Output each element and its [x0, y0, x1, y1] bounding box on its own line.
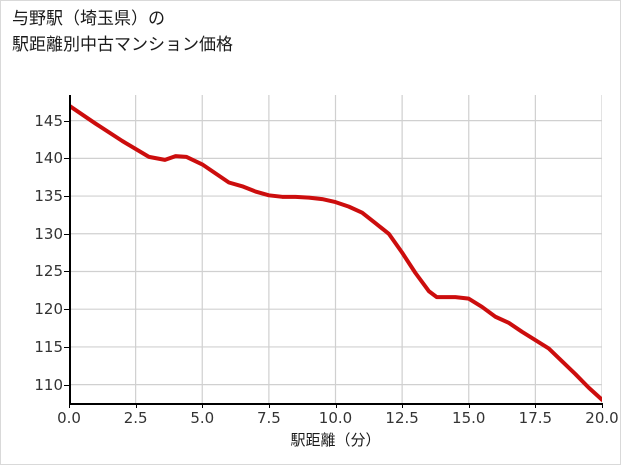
x-tick-mark: [335, 403, 337, 408]
y-tick-label: 145: [34, 111, 63, 130]
y-tick-label: 125: [34, 262, 63, 281]
y-tick-mark: [64, 271, 69, 273]
x-tick-mark: [202, 403, 204, 408]
y-tick-label: 135: [34, 187, 63, 206]
x-axis-tick-labels: 0.0 2.5 5.0 7.5 10.0 12.5 15.0 17.5 20.0: [57, 403, 619, 431]
plot-area: [69, 95, 602, 405]
x-tick-label: 17.5: [518, 409, 553, 427]
x-tick-mark: [602, 403, 603, 408]
x-tick-label: 2.5: [123, 409, 148, 427]
x-tick-label: 0.0: [57, 409, 81, 427]
x-tick-label: 20.0: [585, 409, 619, 427]
y-tick-mark: [64, 196, 69, 198]
x-tick-mark: [135, 403, 137, 408]
y-tick-mark: [64, 158, 69, 160]
x-tick-label: 5.0: [190, 409, 215, 427]
y-tick-mark: [64, 233, 69, 235]
y-tick-mark: [64, 384, 69, 386]
x-tick-mark: [402, 403, 404, 408]
data-line-series: [69, 103, 602, 402]
x-axis-title: 駅距離（分）: [290, 431, 381, 449]
y-tick-label: 140: [34, 149, 63, 168]
y-tick-mark: [64, 309, 69, 311]
x-tick-mark: [535, 403, 537, 408]
x-tick-mark: [268, 403, 270, 408]
y-tick-mark: [64, 120, 69, 122]
chart-title: 与野駅（埼玉県）の 駅距離別中古マンション価格: [12, 9, 233, 55]
x-tick-label: 10.0: [318, 409, 353, 427]
y-tick-label: 110: [34, 375, 63, 394]
y-tick-label: 115: [34, 337, 63, 356]
y-axis-tick-labels: 110 115 120 125 130 135 140 145: [1, 95, 69, 405]
x-tick-label: 15.0: [452, 409, 486, 427]
x-tick-mark: [468, 403, 470, 408]
y-tick-label: 130: [34, 224, 63, 243]
x-tick-mark: [69, 403, 70, 408]
y-tick-mark: [64, 346, 69, 348]
y-tick-label: 120: [34, 300, 63, 319]
x-tick-label: 12.5: [385, 409, 419, 427]
x-tick-label: 7.5: [256, 409, 281, 427]
